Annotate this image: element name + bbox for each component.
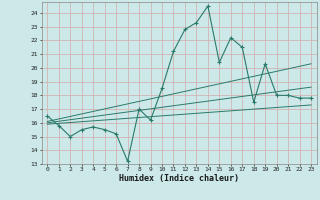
X-axis label: Humidex (Indice chaleur): Humidex (Indice chaleur) bbox=[119, 174, 239, 183]
